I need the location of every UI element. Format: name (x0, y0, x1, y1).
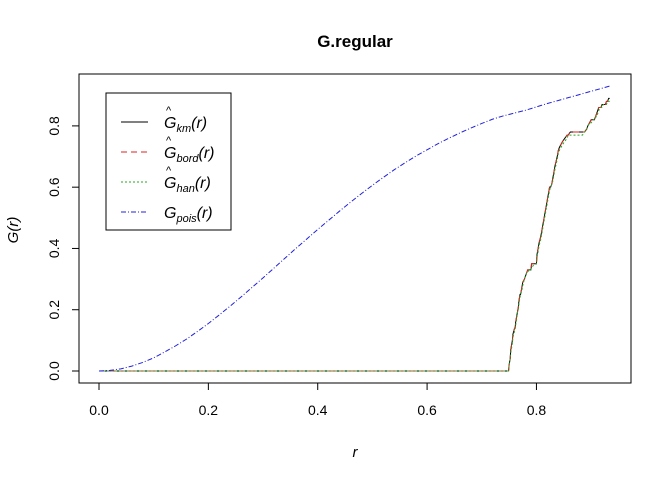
series-layer (98, 85, 610, 372)
legend: Gkm(r)^Gbord(r)^Ghan(r)^Gpois(r) (105, 92, 232, 231)
legend-hat-bord: ^ (166, 135, 172, 147)
series-line-bord (99, 97, 610, 372)
x-axis: 0.0 0.2 0.4 0.6 0.8 (89, 382, 547, 418)
x-tick-label: 0.0 (89, 402, 109, 418)
legend-box (105, 92, 232, 231)
legend-label-km: Gkm(r) (164, 115, 207, 135)
y-axis: 0.0 0.2 0.4 0.6 0.8 (46, 116, 80, 381)
legend-label-pois: Gpois(r) (164, 205, 213, 225)
series-line-pois (98, 85, 610, 372)
x-tick-label: 0.2 (199, 402, 219, 418)
legend-label-han: Ghan(r) (164, 175, 211, 195)
y-tick-label: 0.0 (46, 361, 62, 381)
legend-hat-km: ^ (166, 105, 172, 117)
x-tick-label: 0.6 (417, 402, 437, 418)
y-tick-label: 0.8 (46, 116, 62, 136)
y-tick-label: 0.4 (46, 239, 62, 259)
x-tick-label: 0.4 (308, 402, 328, 418)
x-axis-label: r (353, 444, 359, 461)
y-axis-label-text: G(r) (5, 217, 22, 244)
y-tick-label: 0.2 (46, 300, 62, 320)
series-line-han (99, 100, 610, 372)
y-tick-label: 0.6 (46, 177, 62, 197)
y-axis-label: G(r) (5, 217, 22, 244)
x-tick-label: 0.8 (527, 402, 547, 418)
chart-title: G.regular (317, 32, 393, 51)
legend-label-bord: Gbord(r) (164, 145, 214, 165)
legend-hat-han: ^ (166, 165, 172, 177)
